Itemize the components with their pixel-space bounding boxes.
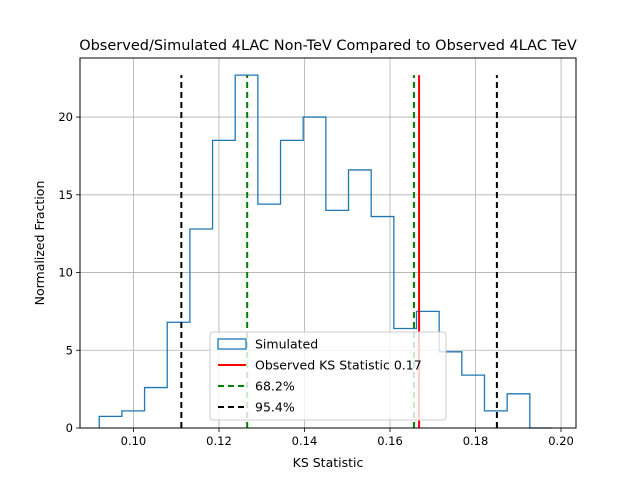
- x-axis-label: KS Statistic: [293, 455, 364, 470]
- legend-label-95-4: 95.4%: [255, 400, 295, 415]
- histogram-outline: [98, 74, 553, 429]
- legend-label-68-2: 68.2%: [255, 379, 295, 394]
- y-axis: 0 5 10 15 20: [58, 110, 80, 435]
- x-tick-label: 0.18: [463, 434, 489, 448]
- grid: [80, 58, 576, 429]
- y-tick-label: 15: [58, 188, 73, 202]
- y-axis-label: Normalized Fraction: [32, 181, 47, 306]
- x-tick-label: 0.14: [292, 434, 318, 448]
- y-tick-label: 20: [58, 110, 73, 124]
- x-tick-label: 0.10: [121, 434, 147, 448]
- plot-area: 0.10 0.12 0.14 0.16 0.18 0.20 0 5 10 15 20: [58, 57, 577, 448]
- y-tick-label: 10: [58, 266, 73, 280]
- x-tick-label: 0.16: [377, 434, 403, 448]
- legend-swatch-simulated: [217, 338, 247, 350]
- chart-title: Observed/Simulated 4LAC Non-TeV Compared…: [79, 38, 577, 54]
- x-tick-label: 0.20: [548, 434, 574, 448]
- plot-frame: [79, 57, 577, 429]
- legend-box: [209, 331, 447, 421]
- legend-label-simulated: Simulated: [255, 337, 318, 352]
- y-tick-label: 0: [66, 421, 73, 435]
- y-tick-label: 5: [66, 343, 73, 357]
- legend: Simulated Observed KS Statistic 0.17 68.2%…: [209, 331, 447, 421]
- legend-label-observed-ks-statistic-0-17: Observed KS Statistic 0.17: [255, 358, 422, 373]
- x-tick-label: 0.12: [206, 434, 232, 448]
- histogram: [98, 74, 553, 429]
- x-axis: 0.10 0.12 0.14 0.16 0.18 0.20: [121, 428, 574, 448]
